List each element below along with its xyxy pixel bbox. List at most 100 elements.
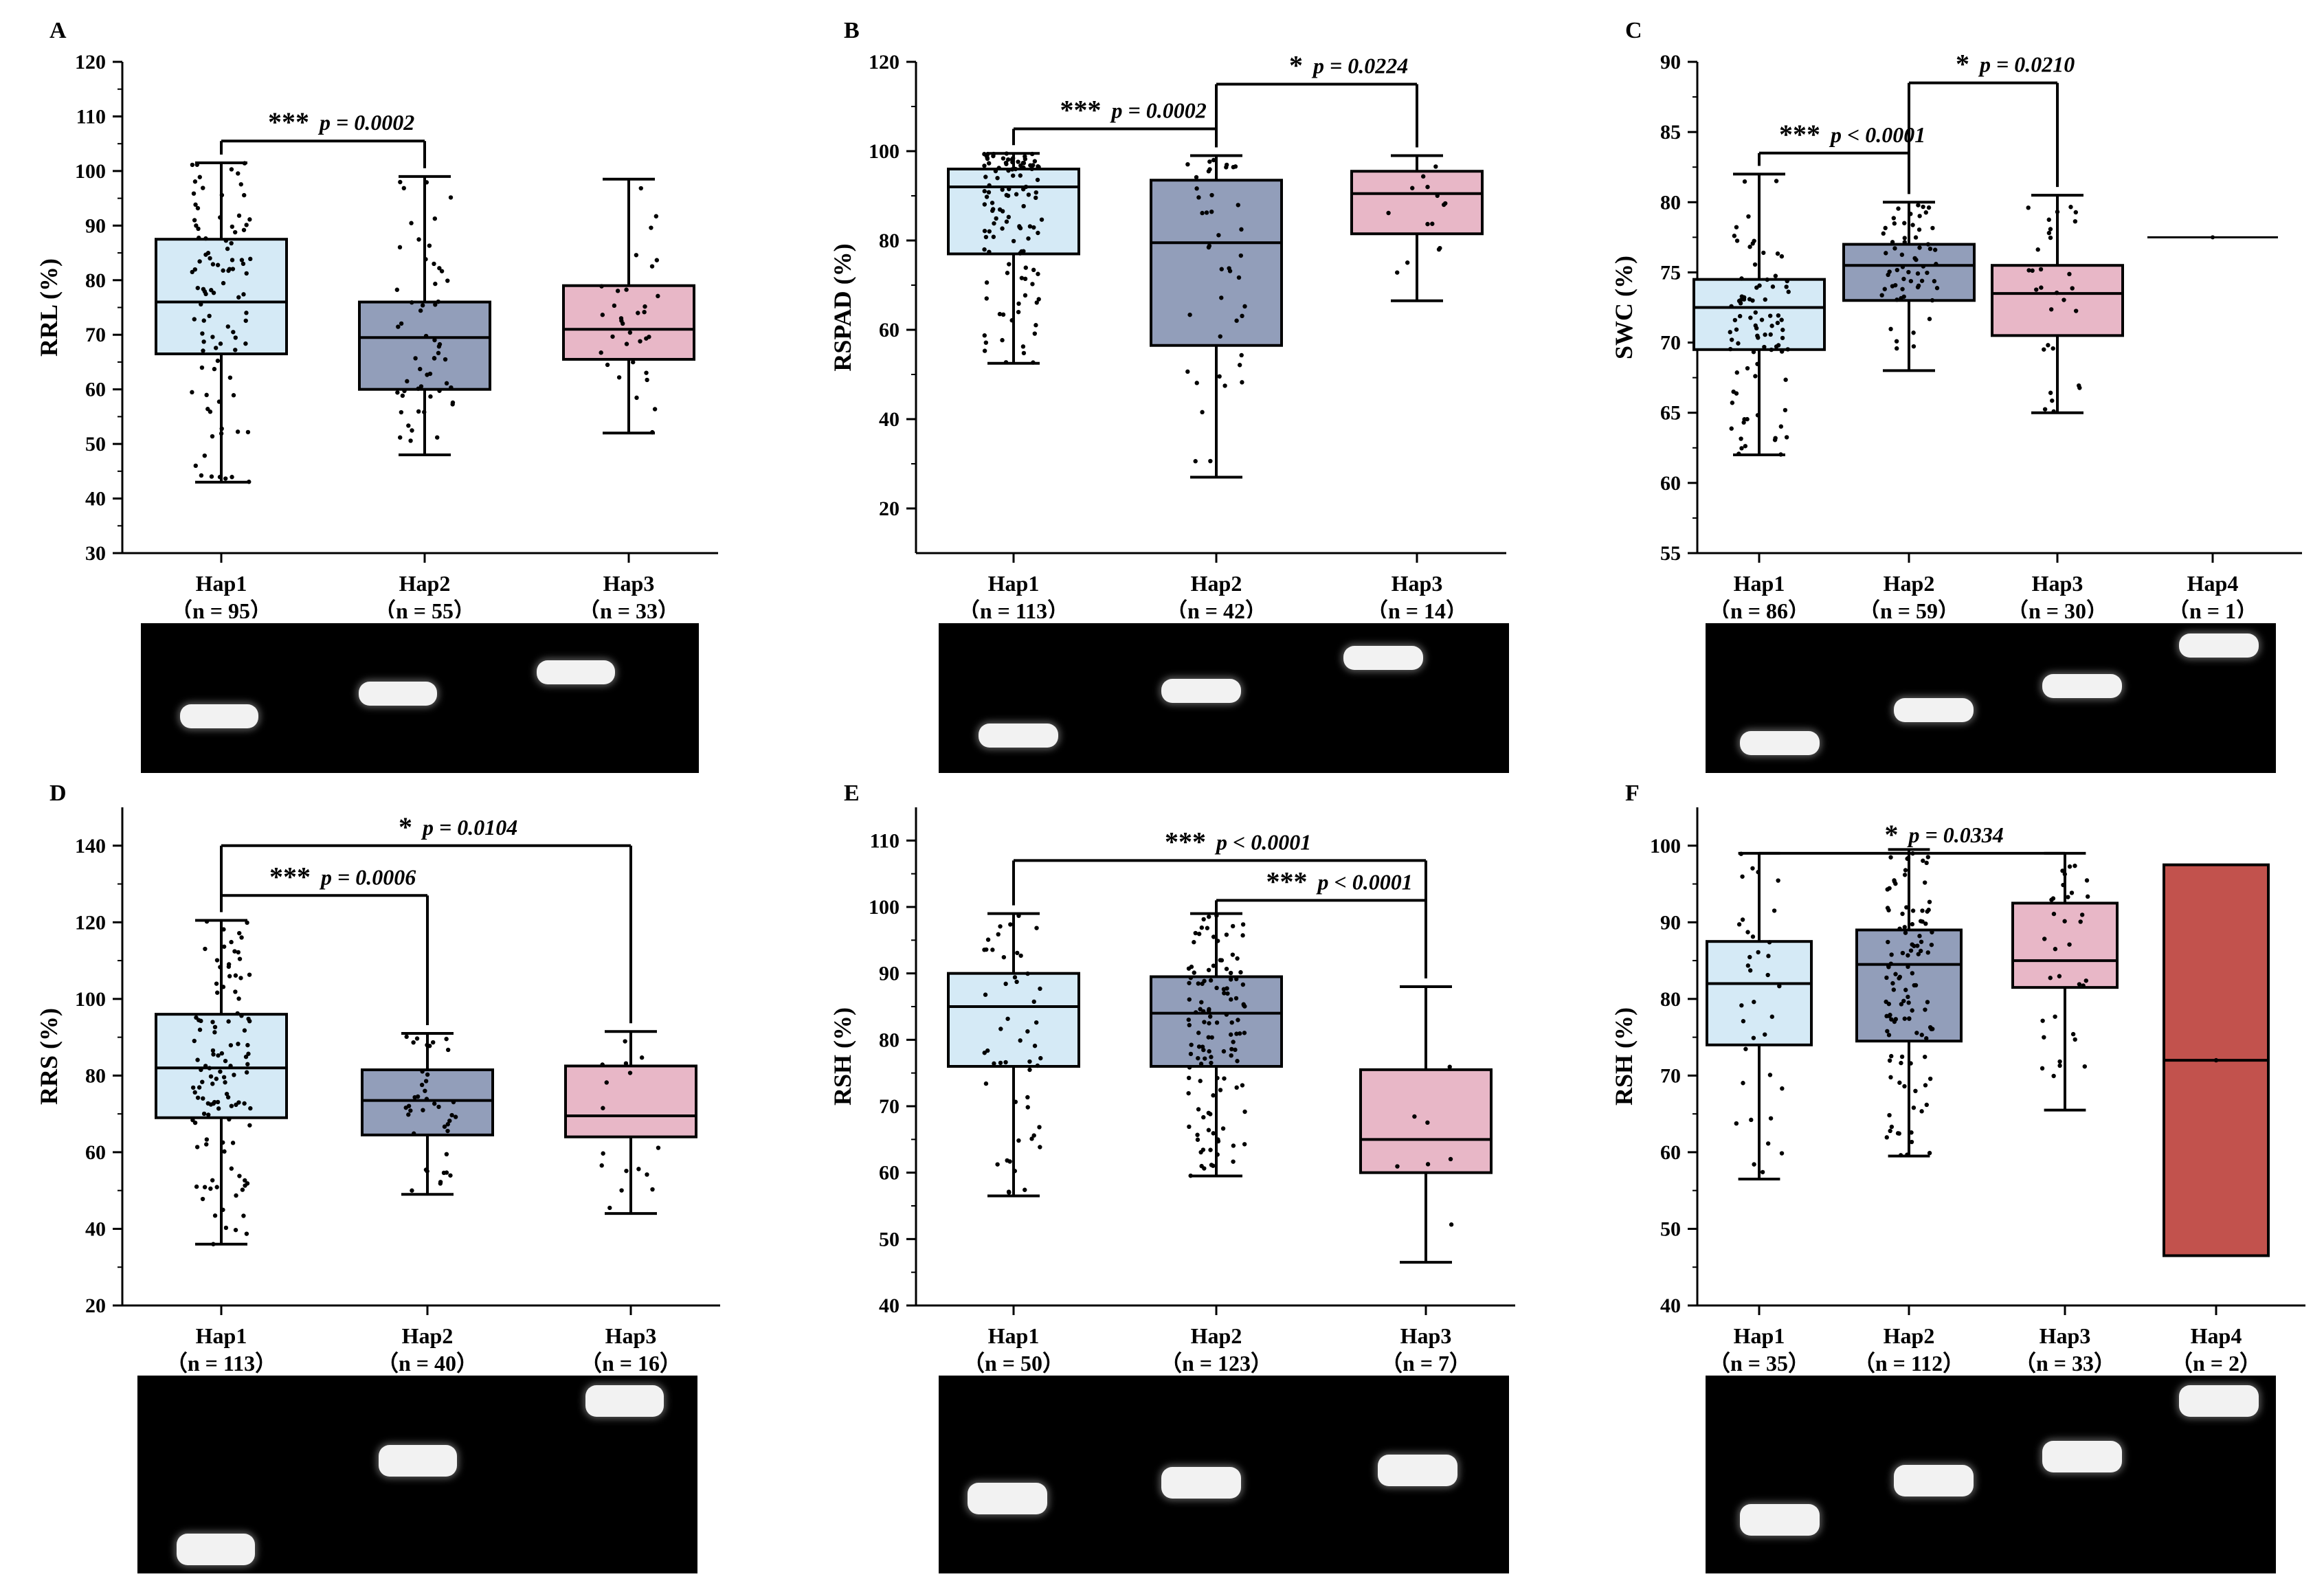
data-point xyxy=(1897,974,1903,980)
box-hap1 xyxy=(155,1013,288,1119)
data-point xyxy=(2083,978,2088,983)
data-point xyxy=(1029,151,1035,157)
data-point xyxy=(1222,383,1227,388)
data-point xyxy=(2042,347,2046,352)
data-point xyxy=(1186,1090,1191,1096)
data-point xyxy=(601,1151,605,1156)
y-tick-label: 80 xyxy=(1660,191,1681,214)
data-point xyxy=(1767,313,1773,318)
data-point xyxy=(2048,307,2054,312)
data-point xyxy=(1208,1147,1213,1152)
data-point xyxy=(1012,975,1018,980)
data-point xyxy=(196,226,201,232)
gel-band xyxy=(1378,1455,1457,1486)
data-point xyxy=(1928,246,1933,251)
data-point xyxy=(1010,159,1015,165)
data-point xyxy=(1751,350,1756,355)
data-point xyxy=(1023,265,1028,270)
data-point xyxy=(2046,230,2052,236)
y-tick-label: 100 xyxy=(75,988,106,1011)
data-point xyxy=(1902,221,1907,225)
data-point xyxy=(1762,344,1767,350)
gel-image-c xyxy=(1706,623,2276,773)
y-tick-label: 50 xyxy=(1660,1218,1681,1240)
data-point xyxy=(1890,284,1895,289)
sig-p-value: p < 0.0001 xyxy=(1316,869,1413,894)
data-point xyxy=(1229,1053,1233,1058)
data-point xyxy=(1900,265,1906,269)
data-point xyxy=(1891,987,1897,992)
data-point xyxy=(228,1064,233,1068)
data-point xyxy=(1890,980,1895,986)
data-point xyxy=(246,1051,251,1056)
data-point xyxy=(215,358,221,363)
data-point xyxy=(221,985,226,989)
data-point xyxy=(215,1099,221,1105)
data-point xyxy=(192,1090,197,1095)
data-point xyxy=(995,1162,1000,1167)
data-point xyxy=(1906,855,1911,860)
data-point xyxy=(228,1043,234,1048)
data-point xyxy=(442,1124,447,1129)
data-point xyxy=(1032,1043,1038,1049)
data-point xyxy=(201,339,206,344)
y-tick-label: 90 xyxy=(85,214,106,237)
data-point xyxy=(239,258,245,262)
data-point xyxy=(227,1117,232,1122)
data-point xyxy=(1219,295,1224,300)
data-point xyxy=(192,317,197,322)
data-point xyxy=(210,1048,216,1053)
data-point xyxy=(1908,278,1914,284)
data-point xyxy=(214,1185,219,1189)
data-point xyxy=(1239,227,1244,232)
data-point xyxy=(1008,922,1013,927)
data-point xyxy=(1906,269,1911,275)
data-point xyxy=(1753,374,1758,379)
data-point xyxy=(229,1103,234,1108)
data-point xyxy=(218,965,223,969)
data-point xyxy=(1879,293,1884,298)
data-point xyxy=(445,1122,450,1127)
data-point xyxy=(1910,921,1915,927)
x-tick-label: Hap4 xyxy=(2191,1323,2242,1348)
gel-band xyxy=(1343,646,1423,670)
data-point xyxy=(1902,1016,1907,1021)
data-point xyxy=(615,289,621,293)
data-point xyxy=(1915,943,1920,948)
data-point xyxy=(1885,1029,1890,1033)
data-point xyxy=(1196,1107,1201,1112)
data-point xyxy=(410,1188,414,1193)
data-point xyxy=(1034,300,1039,305)
data-point xyxy=(990,201,995,205)
data-point xyxy=(2081,983,2086,988)
data-point xyxy=(1729,304,1734,309)
data-point xyxy=(1740,917,1745,922)
sig-p-value: p = 0.0224 xyxy=(1311,54,1408,78)
data-point xyxy=(1207,167,1212,172)
data-point xyxy=(1748,315,1753,320)
data-point xyxy=(1023,1187,1027,1192)
data-point xyxy=(1239,352,1244,358)
data-point xyxy=(224,1091,230,1097)
n-label: （n = 55） xyxy=(374,598,476,618)
data-point xyxy=(439,269,445,273)
data-point xyxy=(638,339,643,344)
data-point xyxy=(600,1062,605,1067)
data-point xyxy=(1231,1159,1236,1164)
data-point xyxy=(1913,235,1919,240)
data-point xyxy=(1012,1169,1018,1174)
data-point xyxy=(1930,225,1935,231)
data-point xyxy=(410,300,414,305)
data-point xyxy=(236,1100,241,1105)
data-point xyxy=(412,1131,416,1136)
data-point xyxy=(1185,369,1190,374)
data-point xyxy=(1228,977,1233,982)
data-point xyxy=(205,407,210,412)
x-tick-label: Hap3 xyxy=(605,1323,657,1348)
data-point xyxy=(1737,313,1743,319)
data-point xyxy=(416,237,421,242)
data-point xyxy=(1006,168,1011,173)
data-point xyxy=(450,400,456,405)
data-point xyxy=(242,1028,247,1033)
